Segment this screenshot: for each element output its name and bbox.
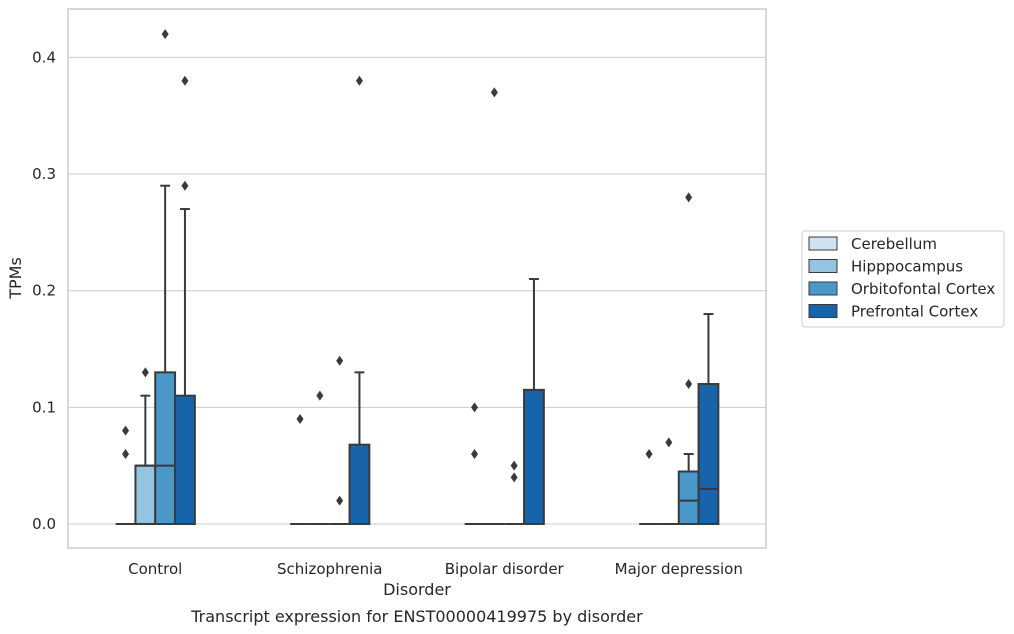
outlier-point <box>161 29 169 40</box>
y-tick-label: 0.0 <box>32 515 56 533</box>
box-0-1 <box>290 414 310 525</box>
outlier-point <box>336 355 344 366</box>
outlier-point <box>471 449 479 460</box>
outlier-point <box>645 449 653 460</box>
box-1-3 <box>658 437 679 525</box>
box-1-2 <box>484 87 505 525</box>
legend-frame <box>801 230 1005 328</box>
legend-swatch <box>808 281 838 296</box>
outlier-point <box>316 390 324 401</box>
box-0-2 <box>464 402 485 525</box>
y-tick-label: 0.2 <box>32 282 56 300</box>
y-tick-label: 0.3 <box>32 165 56 183</box>
box-body <box>154 371 177 526</box>
x-tick-label: Major depression <box>615 560 743 578</box>
box-2-1 <box>329 355 350 525</box>
box-body <box>677 470 700 526</box>
legend-label: Orbitofontal Cortex <box>851 280 995 298</box>
outlier-point <box>141 367 149 378</box>
outlier-point <box>122 425 130 436</box>
outlier-point <box>510 460 518 471</box>
outlier-point <box>685 192 693 203</box>
x-tick-label: Control <box>128 560 182 578</box>
legend-label: Prefrontal Cortex <box>851 303 978 321</box>
y-axis-label: TPMs <box>6 257 25 300</box>
box-3-0 <box>174 75 196 525</box>
box-3-1 <box>348 75 371 526</box>
legend-swatch <box>808 236 838 251</box>
box-3-3 <box>697 313 720 525</box>
box-1-1 <box>309 390 330 525</box>
box-2-3 <box>677 192 700 526</box>
legend: Cerebellum Hipppocampus Orbitofontal Corte… <box>801 230 1005 328</box>
legend-label: Cerebellum <box>851 235 937 253</box>
x-tick-label: Schizophrenia <box>277 560 382 578</box>
box-2-2 <box>504 460 525 525</box>
legend-label: Hipppocampus <box>851 258 963 276</box>
outlier-point <box>510 472 518 483</box>
box-body <box>697 383 720 525</box>
y-axis-ticks: 0.0 0.1 0.2 0.3 0.4 <box>32 48 56 533</box>
x-tick-label: Bipolar disorder <box>445 560 565 578</box>
outlier-point <box>355 75 363 86</box>
box-body <box>134 464 157 525</box>
box-body <box>174 394 196 525</box>
outlier-point <box>296 414 304 425</box>
y-tick-label: 0.1 <box>32 398 56 416</box>
box-body <box>523 388 545 526</box>
outlier-point <box>490 87 498 98</box>
outlier-point <box>181 180 189 191</box>
x-axis-ticks: Control Schizophrenia Bipolar disorder Majo… <box>128 560 743 578</box>
legend-swatch <box>808 304 838 318</box>
box-3-2 <box>523 278 545 526</box>
outlier-point <box>471 402 479 413</box>
legend-swatch <box>808 259 838 273</box>
box-0-0 <box>115 425 136 525</box>
box-plots <box>115 29 720 526</box>
box-1-0 <box>134 367 157 525</box>
plot-frame <box>67 8 767 549</box>
box-body <box>348 443 371 526</box>
outlier-point <box>181 75 189 86</box>
outlier-point <box>122 449 130 460</box>
outlier-point <box>336 495 344 506</box>
outlier-point <box>665 437 673 448</box>
outlier-point <box>685 379 693 390</box>
chart-caption: Transcript expression for ENST0000041997… <box>190 607 643 626</box>
y-tick-label: 0.4 <box>32 48 56 66</box>
x-axis-label: Disorder <box>383 580 451 599</box>
box-2-0 <box>154 29 177 526</box>
box-0-3 <box>639 449 659 525</box>
